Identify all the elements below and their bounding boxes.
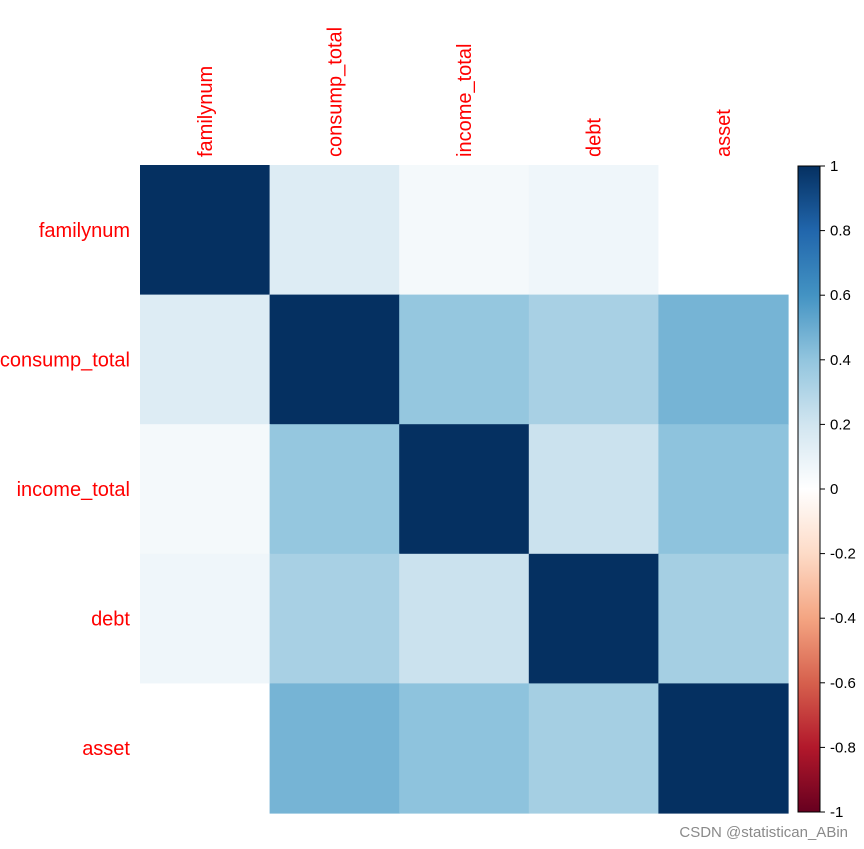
heatmap-cell-asset-consump_total xyxy=(269,683,400,814)
heatmap-cell-consump_total-familynum xyxy=(140,294,271,425)
heatmap-cell-familynum-income_total xyxy=(399,165,530,296)
colorbar-tick-label: 0.2 xyxy=(830,416,851,433)
heatmap-cell-consump_total-asset xyxy=(658,294,789,425)
colorbar-tick-label: -1 xyxy=(830,804,843,821)
heatmap-cell-familynum-debt xyxy=(528,165,659,296)
heatmap-cell-asset-asset xyxy=(658,683,789,814)
heatmap-cell-familynum-familynum xyxy=(140,165,271,296)
colorbar-tick-label: -0.6 xyxy=(830,675,856,692)
heatmap-cell-debt-debt xyxy=(528,553,659,684)
colorbar-tick-label: 1 xyxy=(830,158,838,175)
watermark-text: CSDN @statistican_ABin xyxy=(679,824,848,841)
heatmap-cell-income_total-asset xyxy=(658,424,789,555)
colorbar-gradient xyxy=(798,166,820,812)
colorbar-tick-label: 0.8 xyxy=(830,223,851,240)
row-label-familynum: familynum xyxy=(39,220,130,242)
heatmap-cell-asset-familynum xyxy=(140,683,271,814)
heatmap-cell-asset-debt xyxy=(528,683,659,814)
heatmap-cell-asset-income_total xyxy=(399,683,530,814)
colorbar-tick-label: -0.2 xyxy=(830,546,856,563)
heatmap-cell-debt-income_total xyxy=(399,553,530,684)
column-label-debt: debt xyxy=(584,118,606,157)
heatmap-cell-income_total-income_total xyxy=(399,424,530,555)
heatmap-cell-debt-asset xyxy=(658,553,789,684)
colorbar-ticks: 1 0.8 0.6 0.4 0.2 0 -0.2 -0.4 -0.6 -0.8 -1 xyxy=(820,158,856,821)
heatmap-cell-consump_total-consump_total xyxy=(269,294,400,425)
heatmap-cell-income_total-debt xyxy=(528,424,659,555)
heatmap-cell-familynum-consump_total xyxy=(269,165,400,296)
colorbar-tick-label: 0 xyxy=(830,481,838,498)
column-label-income_total: income_total xyxy=(454,44,476,157)
heatmap-cell-debt-familynum xyxy=(140,553,271,684)
heatmap-cell-debt-consump_total xyxy=(269,553,400,684)
column-label-asset: asset xyxy=(713,109,735,157)
colorbar: 1 0.8 0.6 0.4 0.2 0 -0.2 -0.4 -0.6 -0.8 -1 xyxy=(797,158,856,821)
heatmap-cells xyxy=(140,165,789,814)
row-label-consump_total: consump_total xyxy=(0,349,130,371)
row-label-asset: asset xyxy=(82,738,130,760)
heatmap-cell-consump_total-debt xyxy=(528,294,659,425)
colorbar-tick-label: 0.6 xyxy=(830,287,851,304)
row-label-income_total: income_total xyxy=(17,479,130,501)
colorbar-tick-label: 0.4 xyxy=(830,352,851,369)
heatmap-cell-consump_total-income_total xyxy=(399,294,530,425)
heatmap-cell-income_total-consump_total xyxy=(269,424,400,555)
column-label-consump_total: consump_total xyxy=(324,27,346,157)
row-label-debt: debt xyxy=(91,609,130,631)
heatmap-cell-income_total-familynum xyxy=(140,424,271,555)
column-label-familynum: familynum xyxy=(195,66,217,157)
colorbar-tick-label: -0.8 xyxy=(830,739,856,756)
colorbar-tick-label: -0.4 xyxy=(830,610,856,627)
heatmap-cell-familynum-asset xyxy=(658,165,789,296)
